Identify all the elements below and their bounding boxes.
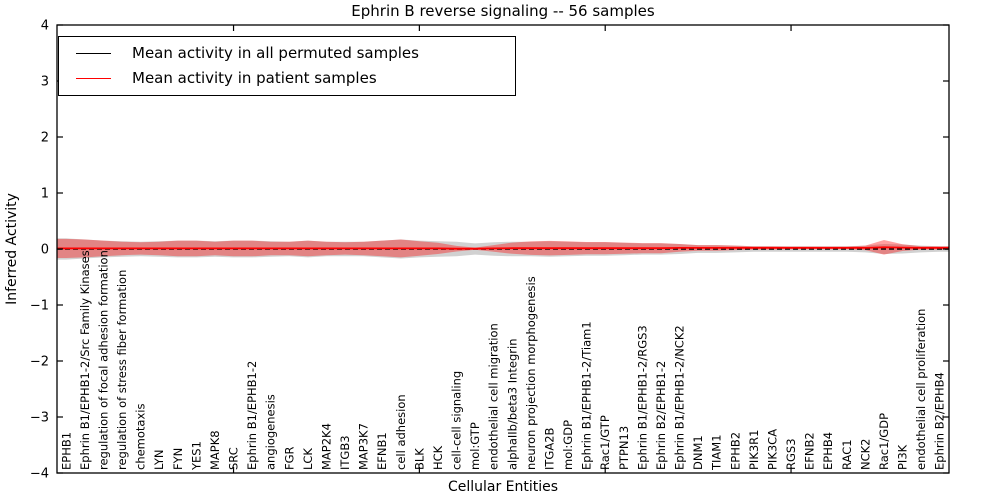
legend-line-patient-icon <box>76 77 111 79</box>
x-category-label: EFNB1 <box>375 432 389 470</box>
chart-title: Ephrin B reverse signaling -- 56 samples <box>351 2 655 20</box>
x-category-label: TIAM1 <box>710 434 724 471</box>
y-tick-label: 0 <box>41 243 49 258</box>
legend: Mean activity in all permuted samples Me… <box>58 36 516 96</box>
x-category-label: EPHB4 <box>821 432 835 470</box>
x-category-label: BLK <box>412 448 426 470</box>
y-tick-label: 3 <box>41 75 49 90</box>
x-category-label: ITGB3 <box>338 435 352 470</box>
series-line-patient <box>57 246 949 250</box>
x-category-label: FGR <box>282 446 296 470</box>
x-category-label: MAP2K4 <box>320 423 334 470</box>
x-category-label: mol:GDP <box>561 420 575 470</box>
x-category-label: chemotaxis <box>134 404 148 470</box>
x-category-label: SRC <box>227 447 241 470</box>
x-category-label: ITGA2B <box>543 427 557 470</box>
x-category-label: endothelial cell proliferation <box>914 309 928 470</box>
x-category-label: Rac1/GDP <box>877 413 891 470</box>
legend-label-permuted: Mean activity in all permuted samples <box>132 44 419 63</box>
x-category-label: PIK3CA <box>766 429 780 470</box>
x-category-label: YES1 <box>189 441 203 471</box>
y-tick-label: −3 <box>30 411 49 426</box>
x-category-label: PI3K <box>896 444 910 470</box>
x-category-label: PIK3R1 <box>747 430 761 471</box>
x-category-label: Ephrin B1/EPHB1-2 <box>245 361 259 470</box>
x-category-label: LCK <box>301 448 315 470</box>
x-category-label: endothelial cell migration <box>487 323 501 470</box>
y-tick-label: −4 <box>30 467 49 482</box>
legend-label-patient: Mean activity in patient samples <box>132 68 377 87</box>
x-category-label: alphaIIb/beta3 Integrin <box>505 338 519 470</box>
legend-line-permuted-icon <box>76 53 111 55</box>
y-tick-label: 1 <box>41 187 49 202</box>
x-category-label: EFNB2 <box>803 432 817 470</box>
x-category-label: HCK <box>431 445 445 470</box>
x-category-label: Ephrin B1/EPHB1-2/NCK2 <box>673 325 687 470</box>
y-tick-label: 2 <box>41 131 49 146</box>
x-category-label: Ephrin B1/EPHB1-2/Src Family Kinases <box>78 250 92 470</box>
x-category-label: cell adhesion <box>394 394 408 470</box>
x-category-label: RAC1 <box>840 439 854 470</box>
x-category-label: PTPN13 <box>617 426 631 470</box>
x-axis-label: Cellular Entities <box>447 479 559 495</box>
x-category-label: MAPK8 <box>208 430 222 470</box>
x-category-label: regulation of stress fiber formation <box>115 270 129 470</box>
x-category-label: regulation of focal adhesion formation <box>97 250 111 470</box>
y-tick-label: −1 <box>30 299 49 314</box>
y-tick-label: 4 <box>41 19 49 34</box>
x-category-label: angiogenesis <box>264 394 278 470</box>
x-category-label: NCK2 <box>858 439 872 471</box>
x-category-label: RGS3 <box>784 438 798 470</box>
x-category-label: MAP3K7 <box>357 423 371 470</box>
legend-item-permuted: Mean activity in all permuted samples <box>59 46 515 61</box>
x-category-label: EPHB2 <box>728 432 742 470</box>
x-category-label: FYN <box>171 448 185 470</box>
x-category-label: Ephrin B2/EPHB4 <box>933 372 947 470</box>
x-category-label: cell-cell signaling <box>450 371 464 470</box>
x-category-label: Ephrin B2/EPHB1-2 <box>654 361 668 470</box>
legend-item-patient: Mean activity in patient samples <box>59 68 515 87</box>
x-category-label: Ephrin B1/EPHB1-2/Tiam1 <box>580 321 594 470</box>
x-category-label: Ephrin B1/EPHB1-2/RGS3 <box>635 325 649 470</box>
y-tick-label: −2 <box>30 355 49 370</box>
x-category-label: EPHB1 <box>59 432 73 470</box>
x-category-label: Rac1/GTP <box>598 415 612 470</box>
x-category-label: DNM1 <box>691 435 705 470</box>
x-category-label: mol:GTP <box>468 422 482 470</box>
x-category-label: LYN <box>152 449 166 470</box>
x-category-label: neuron projection morphogenesis <box>524 276 538 470</box>
